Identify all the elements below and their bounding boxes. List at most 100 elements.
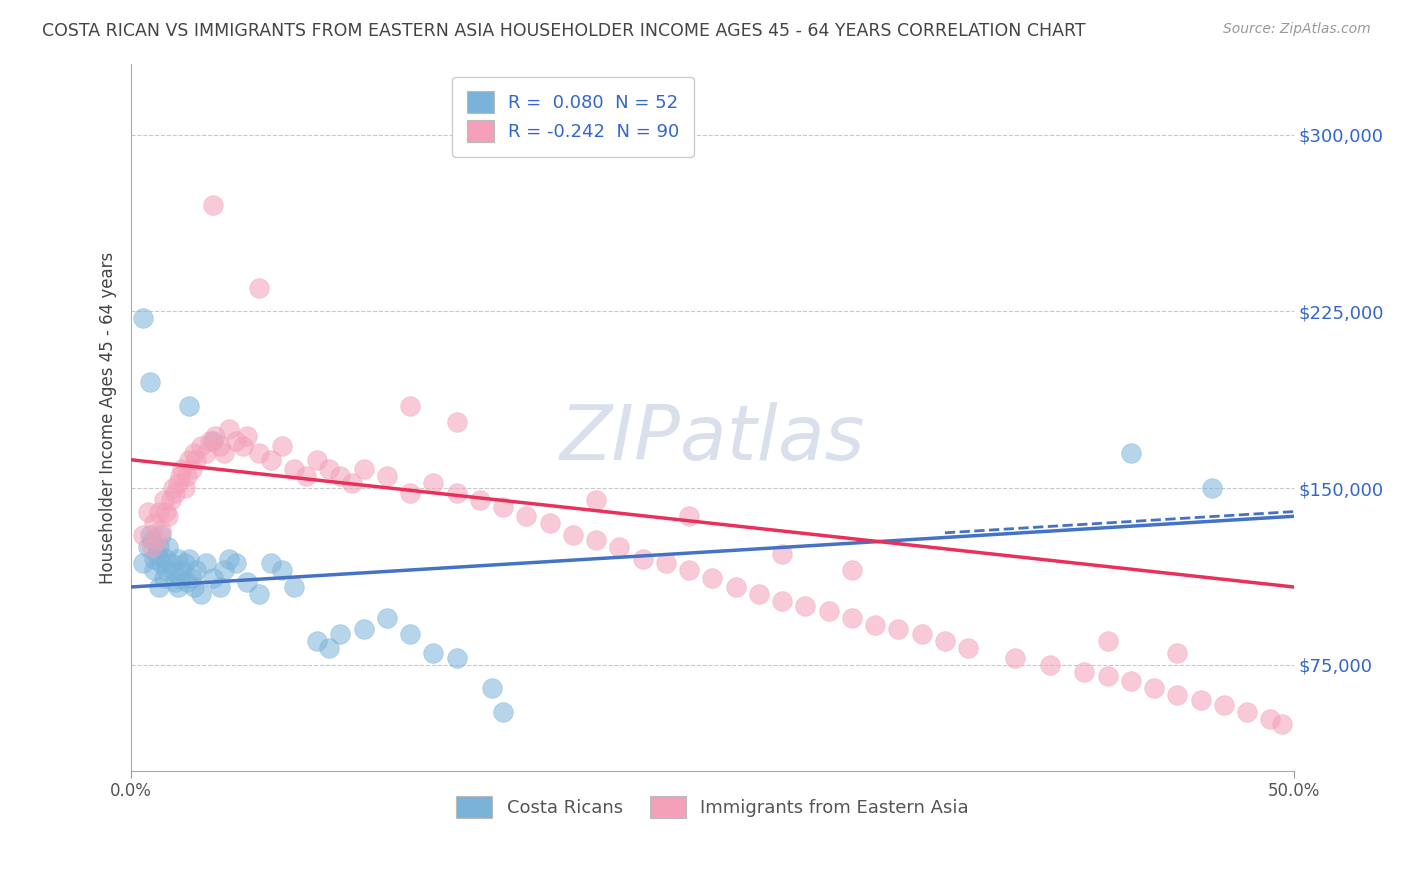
- Point: [166, 551, 188, 566]
- Point: [183, 446, 205, 460]
- Point: [236, 575, 259, 590]
- Point: [538, 516, 561, 531]
- Point: [208, 439, 231, 453]
- Point: [150, 557, 173, 571]
- Point: [183, 580, 205, 594]
- Point: [1166, 646, 1188, 660]
- Point: [468, 492, 491, 507]
- Point: [260, 452, 283, 467]
- Point: [562, 528, 585, 542]
- Point: [157, 540, 180, 554]
- Point: [1097, 669, 1119, 683]
- Point: [271, 439, 294, 453]
- Point: [201, 434, 224, 448]
- Point: [143, 564, 166, 578]
- Point: [399, 627, 422, 641]
- Point: [218, 551, 240, 566]
- Point: [841, 610, 863, 624]
- Point: [141, 540, 163, 554]
- Point: [481, 681, 503, 696]
- Point: [212, 446, 235, 460]
- Point: [318, 641, 340, 656]
- Point: [172, 462, 194, 476]
- Point: [155, 564, 177, 578]
- Point: [770, 547, 793, 561]
- Point: [353, 623, 375, 637]
- Point: [141, 533, 163, 547]
- Point: [148, 540, 170, 554]
- Point: [329, 469, 352, 483]
- Point: [166, 580, 188, 594]
- Point: [1073, 665, 1095, 679]
- Point: [136, 540, 159, 554]
- Point: [201, 570, 224, 584]
- Point: [208, 580, 231, 594]
- Point: [194, 557, 217, 571]
- Point: [152, 570, 174, 584]
- Point: [162, 564, 184, 578]
- Point: [655, 557, 678, 571]
- Point: [165, 485, 187, 500]
- Point: [1201, 481, 1223, 495]
- Point: [186, 452, 208, 467]
- Point: [515, 509, 537, 524]
- Point: [1260, 712, 1282, 726]
- Point: [132, 311, 155, 326]
- Point: [318, 462, 340, 476]
- Point: [232, 439, 254, 453]
- Point: [132, 528, 155, 542]
- Point: [1119, 446, 1142, 460]
- Point: [375, 469, 398, 483]
- Point: [172, 564, 194, 578]
- Point: [492, 500, 515, 514]
- Point: [146, 533, 169, 547]
- Point: [173, 557, 195, 571]
- Point: [165, 575, 187, 590]
- Point: [148, 505, 170, 519]
- Legend: Costa Ricans, Immigrants from Eastern Asia: Costa Ricans, Immigrants from Eastern As…: [449, 789, 976, 825]
- Point: [139, 375, 162, 389]
- Point: [162, 481, 184, 495]
- Point: [294, 469, 316, 483]
- Point: [748, 587, 770, 601]
- Text: Source: ZipAtlas.com: Source: ZipAtlas.com: [1223, 22, 1371, 37]
- Point: [176, 469, 198, 483]
- Text: ZIPatlas: ZIPatlas: [560, 401, 865, 475]
- Point: [150, 524, 173, 538]
- Point: [340, 476, 363, 491]
- Point: [863, 617, 886, 632]
- Point: [159, 557, 181, 571]
- Point: [180, 462, 202, 476]
- Point: [1189, 693, 1212, 707]
- Text: COSTA RICAN VS IMMIGRANTS FROM EASTERN ASIA HOUSEHOLDER INCOME AGES 45 - 64 YEAR: COSTA RICAN VS IMMIGRANTS FROM EASTERN A…: [42, 22, 1085, 40]
- Point: [180, 570, 202, 584]
- Point: [724, 580, 747, 594]
- Point: [1143, 681, 1166, 696]
- Point: [585, 492, 607, 507]
- Point: [329, 627, 352, 641]
- Point: [307, 634, 329, 648]
- Point: [159, 492, 181, 507]
- Point: [155, 505, 177, 519]
- Point: [186, 564, 208, 578]
- Point: [817, 603, 839, 617]
- Point: [148, 580, 170, 594]
- Point: [173, 481, 195, 495]
- Point: [169, 570, 191, 584]
- Point: [194, 446, 217, 460]
- Point: [1119, 674, 1142, 689]
- Point: [201, 198, 224, 212]
- Point: [794, 599, 817, 613]
- Point: [271, 564, 294, 578]
- Point: [179, 551, 201, 566]
- Point: [200, 434, 222, 448]
- Point: [169, 469, 191, 483]
- Point: [247, 587, 270, 601]
- Point: [957, 641, 980, 656]
- Point: [155, 551, 177, 566]
- Point: [179, 452, 201, 467]
- Point: [283, 580, 305, 594]
- Point: [1004, 650, 1026, 665]
- Point: [166, 476, 188, 491]
- Point: [422, 476, 444, 491]
